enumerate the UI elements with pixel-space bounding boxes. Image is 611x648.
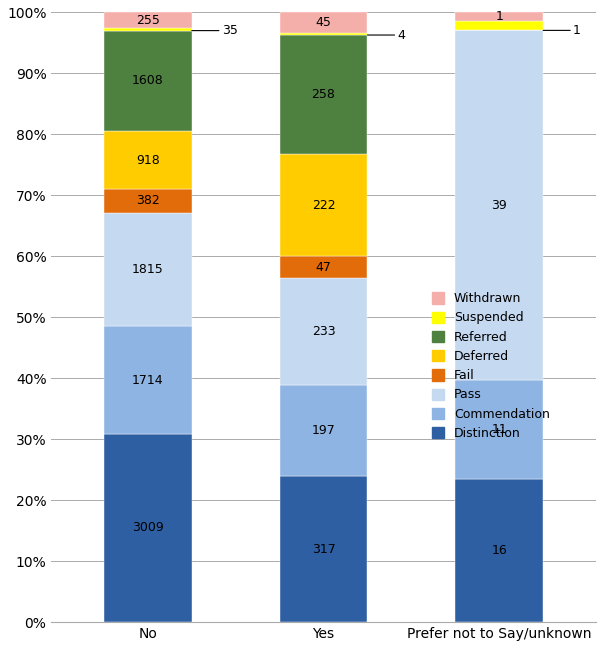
Text: 47: 47 [316, 260, 332, 273]
Text: 39: 39 [491, 199, 507, 212]
Text: 1714: 1714 [132, 374, 164, 387]
Bar [280, 476, 367, 622]
Text: 11: 11 [491, 423, 507, 436]
Text: 317: 317 [312, 542, 335, 555]
Text: 45: 45 [316, 16, 332, 29]
Bar [104, 30, 192, 132]
Legend: Withdrawn, Suspended, Referred, Deferred, Fail, Pass, Commendation, Distinction: Withdrawn, Suspended, Referred, Deferred… [428, 288, 554, 444]
Text: 1: 1 [543, 24, 581, 37]
Text: 258: 258 [312, 88, 335, 101]
Bar [104, 434, 192, 622]
Bar [455, 21, 543, 30]
Bar [280, 256, 367, 278]
Bar [455, 380, 543, 479]
Bar [280, 154, 367, 256]
Text: 3009: 3009 [132, 522, 164, 535]
Bar [455, 12, 543, 21]
Text: 1608: 1608 [132, 75, 164, 87]
Bar [280, 33, 367, 35]
Bar [280, 278, 367, 386]
Text: 4: 4 [367, 29, 405, 41]
Bar [280, 12, 367, 33]
Bar [455, 30, 543, 380]
Bar [280, 35, 367, 154]
Bar [104, 213, 192, 327]
Text: 222: 222 [312, 198, 335, 212]
Text: 197: 197 [312, 424, 335, 437]
Text: 255: 255 [136, 14, 160, 27]
Text: 233: 233 [312, 325, 335, 338]
Text: 35: 35 [192, 24, 238, 37]
Text: 1815: 1815 [132, 263, 164, 276]
Bar [104, 12, 192, 29]
Bar [455, 479, 543, 622]
Text: 16: 16 [491, 544, 507, 557]
Bar [104, 327, 192, 434]
Bar [104, 29, 192, 30]
Bar [104, 132, 192, 189]
Text: 918: 918 [136, 154, 160, 167]
Text: 1: 1 [496, 10, 503, 23]
Bar [104, 189, 192, 213]
Text: 382: 382 [136, 194, 160, 207]
Bar [280, 386, 367, 476]
